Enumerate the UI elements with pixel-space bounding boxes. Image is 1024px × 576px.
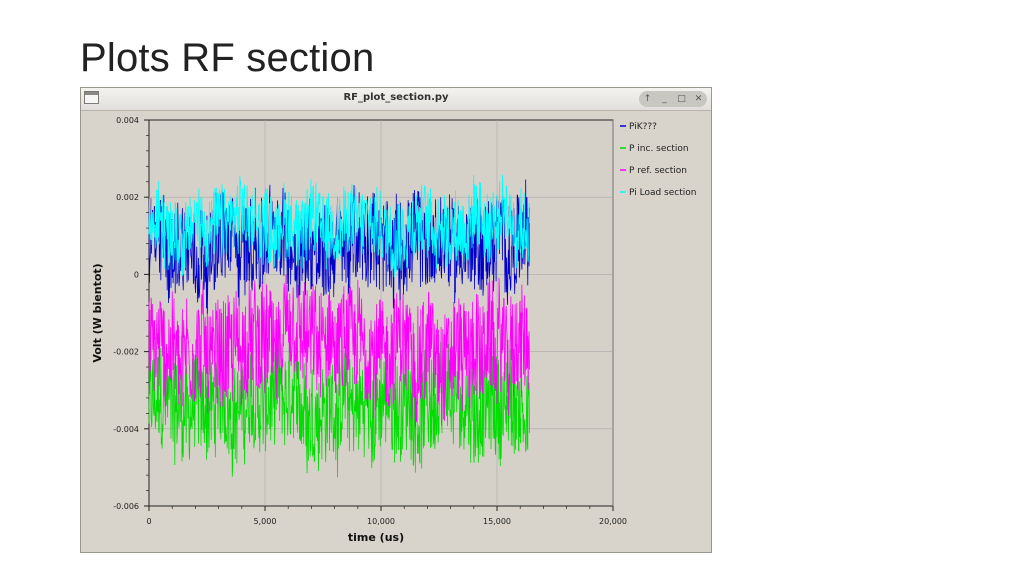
y-tick-label: 0	[134, 270, 139, 279]
maximize-icon[interactable]: □	[677, 94, 686, 104]
legend-item: P inc. section	[629, 144, 689, 154]
x-axis-label: time (us)	[348, 531, 404, 544]
rf-plot: 0 5,000 10,000 15,000 20,000 0.004 0.002 0 -0.00…	[91, 116, 696, 544]
plot-window: RF_plot_section.py ↑ _ □ ✕ 0 5,000 10,000 1…	[80, 87, 712, 553]
legend-item: Pi Load section	[629, 188, 696, 198]
y-axis-label: Volt (W bientot)	[91, 263, 104, 362]
shade-icon[interactable]: ↑	[643, 94, 652, 104]
series-line-2	[148, 274, 530, 428]
x-tick-label: 15,000	[483, 517, 511, 526]
x-tick-label: 5,000	[254, 517, 277, 526]
legend-item: P ref. section	[629, 166, 687, 176]
close-icon[interactable]: ✕	[694, 94, 703, 104]
window-title: RF_plot_section.py	[343, 92, 449, 103]
y-tick-label: -0.004	[113, 425, 139, 434]
window-menu-icon[interactable]	[84, 91, 99, 104]
y-tick-label: 0.004	[116, 116, 139, 125]
x-tick-label: 20,000	[599, 517, 627, 526]
window-titlebar[interactable]: RF_plot_section.py ↑ _ □ ✕	[81, 88, 711, 111]
y-tick-label: -0.006	[113, 502, 139, 511]
series-line-3	[148, 174, 530, 278]
y-tick-label: -0.002	[113, 348, 139, 357]
legend: PiK??? P inc. section P ref. section Pi Loa…	[620, 122, 696, 198]
x-tick-label: 0	[146, 517, 151, 526]
window-controls: ↑ _ □ ✕	[639, 91, 707, 107]
plot-series	[148, 174, 530, 478]
slide-title: Plots RF section	[80, 36, 375, 80]
y-tick-label: 0.002	[116, 193, 139, 202]
plot-ticks: 0 5,000 10,000 15,000 20,000 0.004 0.002 0 -0.00…	[113, 116, 627, 526]
x-tick-label: 10,000	[367, 517, 395, 526]
legend-item: PiK???	[629, 122, 657, 132]
minimize-icon[interactable]: _	[662, 94, 667, 104]
